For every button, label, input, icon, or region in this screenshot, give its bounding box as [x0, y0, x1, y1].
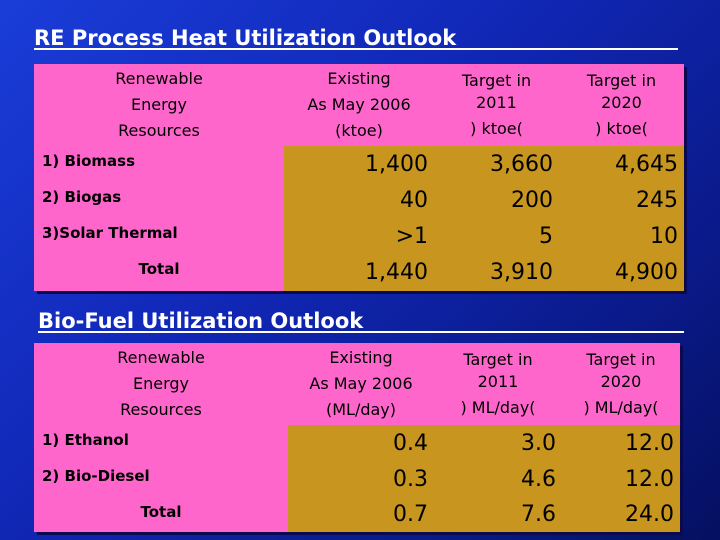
fuel-cell-2011: 4.6: [434, 461, 562, 497]
heat-cell-2011: 3,660: [434, 146, 559, 182]
heat-cell-existing: >1: [284, 218, 434, 254]
heat-cell-2011: 5: [434, 218, 559, 254]
heat-cell-2020: 245: [559, 182, 684, 218]
fuel-header-target-2011: Target in 2011 ) ML/day(: [434, 343, 562, 425]
heat-section-title: RE Process Heat Utilization Outlook: [34, 26, 457, 50]
fuel-total-2011: 7.6: [434, 497, 562, 532]
heat-total-2011: 3,910: [434, 254, 559, 291]
heat-row-label: 2) Biogas: [34, 182, 284, 218]
fuel-total-existing: 0.7: [288, 497, 434, 532]
fuel-row-label: 2) Bio-Diesel: [34, 461, 288, 497]
heat-cell-2020: 4,645: [559, 146, 684, 182]
fuel-cell-2011: 3.0: [434, 425, 562, 461]
fuel-table: Renewable Energy Resources Existing As M…: [34, 343, 680, 532]
heat-total-label: Total: [34, 254, 284, 291]
heat-total-2020: 4,900: [559, 254, 684, 291]
fuel-cell-existing: 0.4: [288, 425, 434, 461]
fuel-header-existing: Existing As May 2006 (ML/day): [288, 343, 434, 425]
heat-title-rule: [34, 48, 678, 50]
heat-row-label: 1) Biomass: [34, 146, 284, 182]
fuel-section-title: Bio-Fuel Utilization Outlook: [38, 309, 364, 333]
fuel-row-label: 1) Ethanol: [34, 425, 288, 461]
heat-header-resources: Renewable Energy Resources: [34, 64, 284, 146]
heat-cell-existing: 1,400: [284, 146, 434, 182]
heat-header-existing: Existing As May 2006 (ktoe): [284, 64, 434, 146]
heat-row-label: 3)Solar Thermal: [34, 218, 284, 254]
fuel-title-rule: [38, 331, 684, 333]
heat-cell-2011: 200: [434, 182, 559, 218]
heat-cell-2020: 10: [559, 218, 684, 254]
fuel-total-label: Total: [34, 497, 288, 532]
fuel-header-target-2020: Target in 2020 ) ML/day(: [562, 343, 680, 425]
fuel-cell-2020: 12.0: [562, 425, 680, 461]
fuel-cell-2020: 12.0: [562, 461, 680, 497]
fuel-header-resources: Renewable Energy Resources: [34, 343, 288, 425]
heat-header-target-2020: Target in 2020 ) ktoe(: [559, 64, 684, 146]
heat-total-existing: 1,440: [284, 254, 434, 291]
heat-header-target-2011: Target in 2011 ) ktoe(: [434, 64, 559, 146]
fuel-cell-existing: 0.3: [288, 461, 434, 497]
heat-table: Renewable Energy Resources Existing As M…: [34, 64, 684, 291]
fuel-total-2020: 24.0: [562, 497, 680, 532]
heat-cell-existing: 40: [284, 182, 434, 218]
